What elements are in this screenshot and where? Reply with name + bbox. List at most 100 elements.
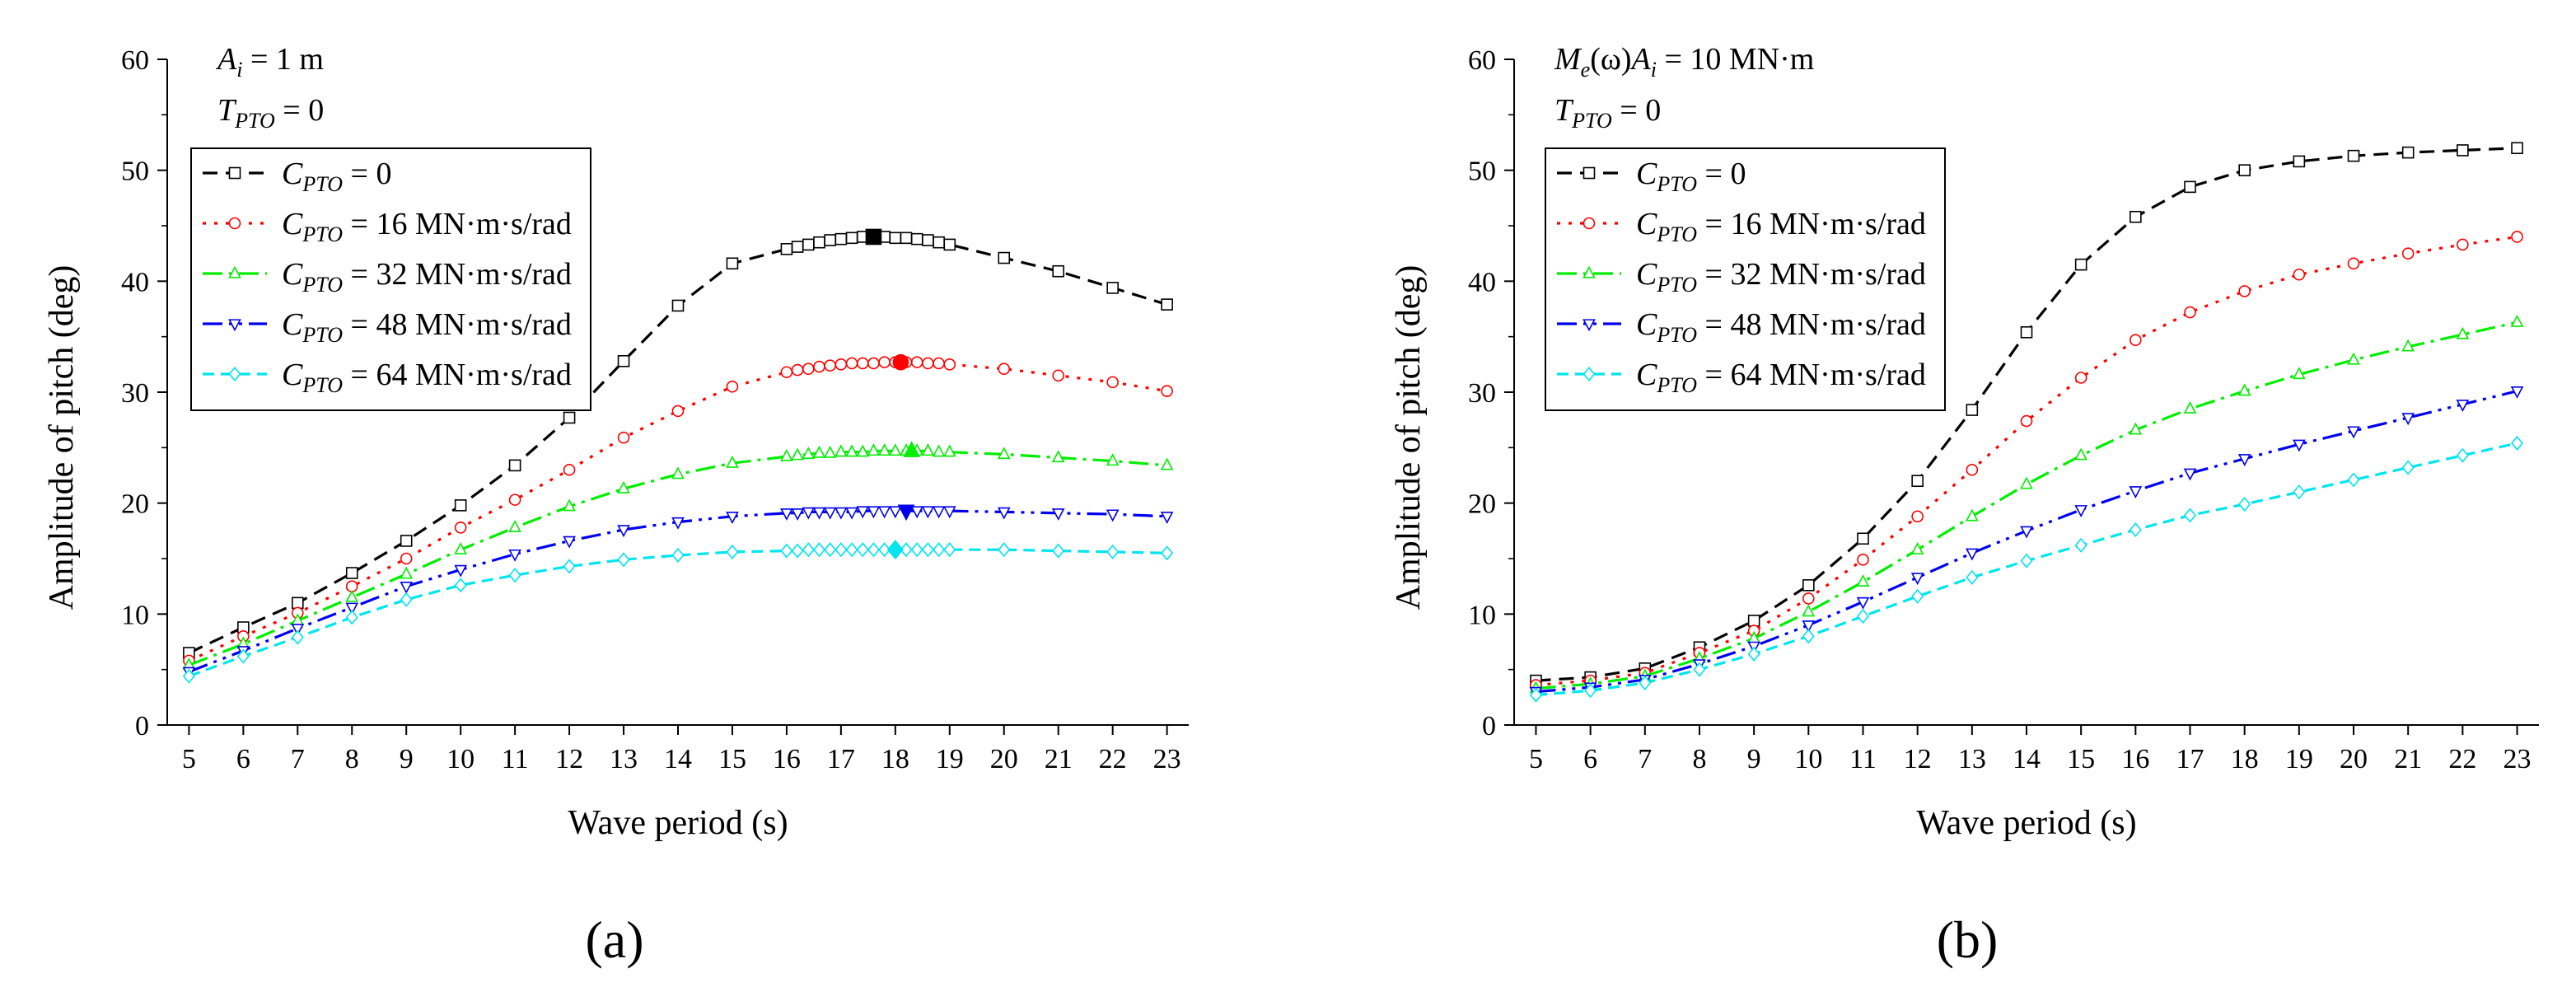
panel-a-data-point (400, 592, 413, 607)
panel-a-data-point (823, 507, 837, 520)
panel-a-y-tick-label: 10 (121, 600, 149, 630)
panel-a-legend-marker (228, 217, 241, 230)
panel-a-y-axis-label: Amplitude of pitch (deg) (43, 265, 81, 610)
panel-a-x-tick-label: 14 (664, 744, 692, 774)
panel-a-data-point (1106, 544, 1120, 559)
panel-b-data-point (2237, 454, 2251, 466)
panel-b-chart: 0 10 20 30 40 50 60 5 6 7 8 9 10 11 12 13 14 15 16 17 18 19 20… (1390, 42, 2539, 969)
panel-a-data-point (1106, 376, 1119, 389)
panel-b-data-point (2510, 314, 2524, 327)
panel-a-data-point (910, 356, 923, 368)
panel-b-data-point (1802, 629, 1815, 644)
panel-b-data-point (1856, 608, 1870, 624)
panel-b-legend: CPTO = 0 CPTO = 16 MN·m·s/rad CPTO = 32 MN… (1545, 147, 1946, 411)
panel-a-data-point (812, 542, 826, 558)
panel-b-data-point (2130, 210, 2142, 223)
panel-b-data-point (1802, 592, 1815, 605)
panel-a-legend-label: CPTO = 48 MN·m·s/rad (282, 307, 572, 347)
panel-a-data-point (671, 299, 685, 312)
panel-a-series-4 (182, 540, 1174, 684)
panel-b-data-point (1857, 554, 1869, 566)
panel-a-data-point (726, 257, 739, 270)
panel-b-data-point (2129, 486, 2143, 499)
panel-b-x-tick-label: 13 (1958, 744, 1986, 774)
panel-a-data-point (910, 232, 923, 246)
panel-a-data-point (291, 624, 305, 637)
panel-a-data-point (823, 445, 837, 458)
panel-a-data-point (617, 431, 630, 444)
panel-b-data-point (2457, 144, 2469, 157)
panel-a-data-point (454, 578, 467, 593)
panel-a-data-point (563, 559, 576, 574)
panel-a-x-tick-label: 16 (773, 744, 801, 774)
panel-a-series-3 (182, 504, 1174, 680)
panel-b-x-tick-label: 15 (2067, 744, 2095, 774)
panel-a-data-point (617, 480, 630, 494)
panel-b-y-axis-label: Amplitude of pitch (deg) (1390, 265, 1428, 610)
panel-a-legend-label: CPTO = 0 (282, 157, 391, 196)
panel-a-data-point (856, 506, 870, 519)
panel-b-data-point (2347, 426, 2360, 439)
panel-b-x-tick-label: 19 (2285, 744, 2313, 774)
panel-a-y-tick-label: 50 (121, 157, 149, 187)
panel-a-x-tick-label: 13 (610, 744, 638, 774)
panel-b-data-point (1966, 508, 1979, 522)
panel-a-peak-marker (886, 540, 904, 560)
panel-a-peak-marker (892, 353, 909, 371)
panel-a-data-point (726, 380, 739, 393)
panel-b-data-point (2183, 508, 2197, 523)
panel-b-data-point (2183, 468, 2197, 481)
panel-a-x-tick-label: 8 (345, 744, 359, 774)
panel-b-y-tick-label: 40 (1468, 267, 1496, 297)
panel-b-data-point (2129, 522, 2142, 538)
panel-b-data-point (2401, 460, 2415, 475)
panel-a-legend-marker (228, 319, 241, 332)
panel-a-data-point (802, 363, 815, 376)
panel-a-peak-marker (865, 228, 882, 246)
panel-a-annotation-tpto: TPTO = 0 (217, 93, 324, 133)
panel-a-x-tick-label: 20 (990, 744, 1018, 774)
panel-a-data-point (1161, 545, 1174, 561)
panel-a-data-point (889, 232, 902, 245)
panel-a-data-point (943, 238, 956, 251)
panel-a-data-point (1051, 450, 1065, 463)
panel-b-data-point (2456, 447, 2469, 463)
panel-a-data-point (454, 542, 467, 554)
panel-b-legend-label: CPTO = 0 (1636, 157, 1746, 196)
panel-a-data-point (780, 508, 793, 521)
panel-a-data-point (617, 552, 630, 568)
panel-b-data-point (1639, 675, 1652, 690)
panel-b-data-point (1856, 596, 1870, 610)
panel-a-data-point (454, 521, 467, 534)
panel-a-data-point (291, 629, 304, 645)
panel-a-x-tick-label: 11 (502, 744, 529, 774)
panel-b-data-point (2238, 164, 2251, 176)
panel-a-data-point (1052, 264, 1065, 278)
panel-b-data-point (2347, 257, 2360, 270)
panel-a-data-point (845, 507, 858, 520)
panel-a-data-point (813, 360, 825, 373)
panel-b-y-tick-label: 0 (1482, 711, 1496, 741)
panel-a-data-point (791, 241, 804, 253)
panel-b-legend-marker (1583, 217, 1596, 230)
panel-a-data-point (835, 358, 848, 371)
panel-b-data-point (1911, 510, 1924, 523)
panel-a-data-point (345, 589, 359, 602)
panel-a-data-point (508, 459, 521, 472)
panel-a-data-point (998, 542, 1011, 558)
panel-a-data-point (845, 542, 858, 558)
panel-b-annotation-tpto: TPTO = 0 (1554, 93, 1661, 133)
panel-a-series-1 (183, 353, 1173, 667)
panel-b-data-point (1966, 569, 1979, 585)
panel-a-data-point (922, 357, 934, 370)
panel-a-data-point (877, 443, 891, 456)
panel-a-data-point (802, 542, 815, 558)
panel-a-data-point (617, 525, 630, 538)
panel-b-series-3 (1529, 386, 2524, 699)
panel-a-data-point (1106, 453, 1120, 466)
panel-b-legend-label: CPTO = 48 MN·m·s/rad (1636, 307, 1926, 347)
panel-a-data-point (802, 507, 816, 520)
panel-b-data-point (1802, 579, 1815, 592)
panel-b-y-tick-label: 60 (1468, 45, 1496, 76)
